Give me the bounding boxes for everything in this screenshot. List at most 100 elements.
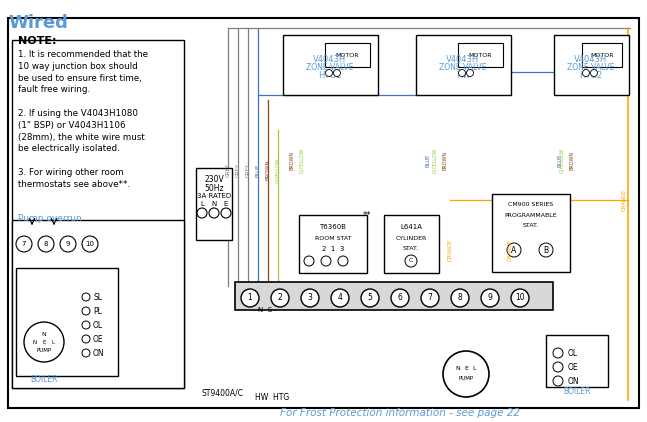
- Circle shape: [553, 362, 563, 372]
- Text: 5: 5: [367, 293, 373, 303]
- Text: ON: ON: [93, 349, 105, 357]
- Circle shape: [459, 70, 465, 76]
- Circle shape: [582, 70, 589, 76]
- Circle shape: [553, 376, 563, 386]
- Text: N: N: [41, 333, 47, 338]
- Circle shape: [405, 255, 417, 267]
- Text: BROWN: BROWN: [569, 150, 575, 170]
- Bar: [16, 268, 118, 376]
- Text: 1: 1: [248, 293, 252, 303]
- Text: CYLINDER: CYLINDER: [395, 235, 426, 241]
- Text: NOTE:: NOTE:: [18, 36, 56, 46]
- Text: Wired: Wired: [8, 14, 68, 32]
- Text: G/YELLOW: G/YELLOW: [560, 147, 564, 173]
- Text: ZONE VALVE: ZONE VALVE: [306, 63, 354, 72]
- Text: 10 way junction box should: 10 way junction box should: [18, 62, 138, 71]
- Bar: [458, 43, 503, 67]
- Bar: [283, 35, 378, 95]
- Circle shape: [82, 236, 98, 252]
- Circle shape: [333, 70, 340, 76]
- Bar: [325, 43, 370, 67]
- Text: MOTOR: MOTOR: [590, 52, 614, 57]
- Text: 1. It is recommended that the: 1. It is recommended that the: [18, 50, 148, 59]
- Text: PUMP: PUMP: [36, 347, 52, 352]
- Text: 230V: 230V: [204, 175, 224, 184]
- Text: HW  HTG: HW HTG: [255, 393, 289, 403]
- Text: BLUE: BLUE: [256, 163, 261, 177]
- Circle shape: [82, 321, 90, 329]
- Text: E: E: [42, 340, 46, 344]
- Text: fault free wiring.: fault free wiring.: [18, 85, 90, 95]
- Circle shape: [539, 243, 553, 257]
- Text: 10: 10: [515, 293, 525, 303]
- Bar: [12, 40, 184, 388]
- Text: V4043H: V4043H: [313, 55, 347, 64]
- Text: (1" BSP) or V4043H1106: (1" BSP) or V4043H1106: [18, 121, 126, 130]
- Text: OE: OE: [568, 362, 578, 371]
- Bar: [554, 35, 629, 95]
- Circle shape: [82, 293, 90, 301]
- Text: 8: 8: [44, 241, 49, 247]
- Text: L641A: L641A: [400, 224, 422, 230]
- Text: 7: 7: [22, 241, 27, 247]
- Text: BROWN: BROWN: [265, 160, 270, 180]
- Text: E: E: [464, 365, 468, 371]
- Bar: [582, 43, 622, 67]
- Text: Pump overrun: Pump overrun: [18, 214, 82, 223]
- Text: 3A RATED: 3A RATED: [197, 193, 231, 199]
- Circle shape: [301, 289, 319, 307]
- Text: thermostats see above**.: thermostats see above**.: [18, 180, 130, 189]
- Circle shape: [443, 351, 489, 397]
- Bar: [196, 168, 232, 240]
- Circle shape: [221, 208, 231, 218]
- Text: 3. For wiring other room: 3. For wiring other room: [18, 168, 124, 177]
- Circle shape: [325, 70, 333, 76]
- Circle shape: [24, 322, 64, 362]
- Text: A: A: [511, 246, 516, 254]
- Circle shape: [481, 289, 499, 307]
- Circle shape: [38, 236, 54, 252]
- Text: 2. If using the V4043H1080: 2. If using the V4043H1080: [18, 109, 138, 118]
- Text: OL: OL: [93, 320, 103, 330]
- Circle shape: [82, 307, 90, 315]
- Text: PUMP: PUMP: [459, 376, 474, 381]
- Text: L: L: [52, 340, 54, 344]
- Text: 9: 9: [488, 293, 492, 303]
- Text: N: N: [455, 365, 461, 371]
- Text: PROGRAMMABLE: PROGRAMMABLE: [505, 213, 557, 217]
- Text: V4043H: V4043H: [446, 55, 479, 64]
- Text: 2  1  3: 2 1 3: [322, 246, 344, 252]
- Text: ST9400A/C: ST9400A/C: [201, 389, 243, 398]
- Text: HW: HW: [455, 71, 470, 80]
- Text: For Frost Protection information - see page 22: For Frost Protection information - see p…: [280, 408, 520, 418]
- Circle shape: [553, 348, 563, 358]
- Circle shape: [331, 289, 349, 307]
- Circle shape: [271, 289, 289, 307]
- Bar: [12, 220, 184, 388]
- Text: BOILER: BOILER: [564, 387, 591, 395]
- Text: N  S: N S: [258, 307, 272, 313]
- Text: HTG1: HTG1: [318, 71, 342, 80]
- Bar: [546, 335, 608, 387]
- Text: GREY: GREY: [245, 163, 250, 177]
- Circle shape: [16, 236, 32, 252]
- Text: SL: SL: [93, 292, 102, 301]
- Circle shape: [511, 289, 529, 307]
- Text: B: B: [543, 246, 549, 254]
- Bar: [235, 282, 553, 310]
- Text: E: E: [224, 201, 228, 207]
- Text: be used to ensure first time,: be used to ensure first time,: [18, 73, 142, 83]
- Circle shape: [209, 208, 219, 218]
- Circle shape: [304, 256, 314, 266]
- Text: 3: 3: [307, 293, 313, 303]
- Text: N: N: [212, 201, 217, 207]
- Circle shape: [507, 243, 521, 257]
- Circle shape: [591, 70, 597, 76]
- Text: L: L: [200, 201, 204, 207]
- Text: HTG2: HTG2: [580, 71, 602, 80]
- Text: 10: 10: [85, 241, 94, 247]
- Bar: [492, 194, 570, 272]
- Text: ZONE VALVE: ZONE VALVE: [439, 63, 487, 72]
- Text: BROWN: BROWN: [443, 150, 448, 170]
- Circle shape: [391, 289, 409, 307]
